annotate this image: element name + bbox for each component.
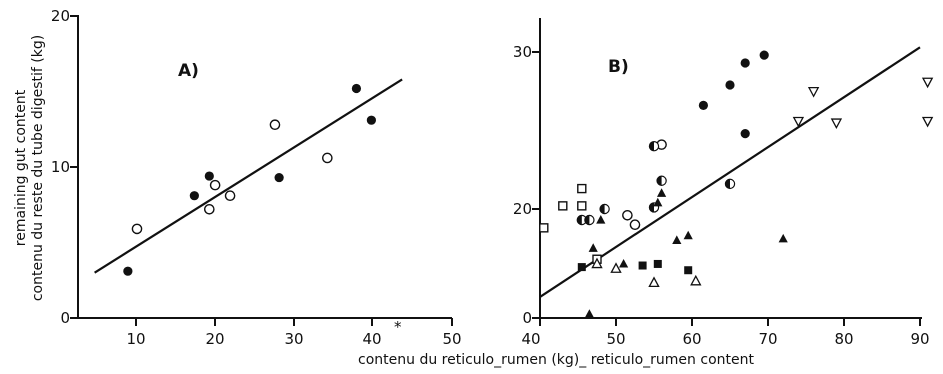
panel-a-plot-area — [94, 78, 403, 276]
panel-b-point-half-circle-5 — [724, 178, 736, 190]
panel-b-x-tick-label-70: 70 — [758, 330, 777, 348]
panel-a-x-tick-label-50: 50 — [442, 330, 461, 348]
panel-b-point-open-triangle-down-4 — [921, 77, 934, 89]
panel-a-x-tick-label-20: 20 — [205, 330, 224, 348]
panel-b-point-filled-triangle-2 — [588, 243, 598, 252]
panel-b-point-filled-circle-5 — [740, 129, 750, 139]
panel-b-point-open-triangle-4 — [690, 274, 702, 286]
panel-b-point-open-triangle-down-2 — [807, 87, 820, 98]
panel-b-point-filled-triangle-5 — [653, 197, 663, 207]
panel-b-y-tick-label-20: 20 — [513, 200, 532, 218]
panel-a-point-filled-circle-5 — [351, 83, 362, 94]
panel-b-regression-line — [539, 46, 921, 298]
panel-a-x-tick-label-30: 30 — [284, 330, 303, 348]
panel-b-x-tick-label-40: 40 — [521, 330, 540, 348]
panel-a-y-tick-label-10: 10 — [51, 158, 70, 176]
panel-a-x-tick-label-10: 10 — [126, 330, 145, 348]
panel-a-regression-line — [94, 78, 403, 274]
panel-a-x-tick-label-40: 40 — [362, 330, 381, 348]
panel-b-point-filled-circle-1 — [698, 100, 709, 110]
panel-b-point-filled-square-1 — [577, 263, 586, 272]
panel-a-label: A) — [178, 61, 199, 81]
panel-a-point-open-circle-5 — [269, 119, 281, 131]
panel-b-point-filled-circle-4 — [759, 50, 769, 60]
panel-b-axes — [532, 18, 922, 326]
panel-b-point-open-square-4 — [577, 201, 587, 211]
panel-b-point-half-circle-6 — [576, 214, 588, 226]
panel-b-point-half-circle-7 — [584, 214, 595, 226]
panel-b-point-half-circle-1 — [648, 140, 660, 152]
panel-b-point-filled-triangle-1 — [584, 309, 594, 318]
panel-a-point-open-circle-1 — [131, 223, 143, 235]
panel-b-point-filled-circle-3 — [740, 58, 750, 68]
panel-b-point-filled-triangle-9 — [778, 233, 788, 243]
panel-a-point-filled-circle-1 — [123, 266, 133, 276]
panel-b-x-tick-label-80: 80 — [834, 330, 853, 348]
panel-a-point-open-circle-4 — [224, 190, 236, 201]
panel-b-point-half-circle-2 — [656, 175, 667, 186]
panel-b-point-open-triangle-3 — [648, 276, 660, 288]
panel-b-point-open-circle-3 — [629, 219, 641, 230]
panel-b-point-filled-triangle-4 — [619, 258, 629, 268]
panel-a-point-open-circle-2 — [204, 203, 215, 215]
panel-b-point-open-triangle-2 — [610, 262, 622, 273]
panel-b-point-filled-circle-2 — [725, 80, 735, 90]
panel-b-point-open-square-2 — [558, 201, 568, 211]
y-axis-label-line-1: remaining gut content — [13, 89, 29, 246]
panel-b-point-filled-square-3 — [653, 259, 662, 268]
panel-b-point-filled-triangle-6 — [657, 188, 667, 197]
panel-a-axes — [70, 15, 453, 326]
panel-b-plot-area — [539, 46, 934, 318]
panel-b-point-open-triangle-1 — [591, 257, 603, 269]
panel-b-x-tick-label-50: 50 — [606, 330, 625, 348]
panel-b-point-half-circle-3 — [648, 202, 660, 213]
y-axis-label-line-2: contenu du reste du tube digestif (kg) — [30, 35, 46, 301]
panel-b-x-tick-label-60: 60 — [682, 330, 701, 348]
panel-b-x-tick-label-90: 90 — [910, 330, 929, 348]
panel-b-point-filled-triangle-8 — [683, 230, 693, 240]
panel-b-point-filled-triangle-3 — [596, 214, 606, 224]
panel-a-point-filled-circle-6 — [366, 115, 376, 125]
panel-a-point-filled-circle-2 — [189, 191, 199, 201]
panel-b-point-filled-square-4 — [684, 266, 693, 275]
panel-b-point-open-square-1 — [539, 223, 549, 233]
panel-a-point-filled-circle-4 — [274, 172, 284, 183]
panel-b-point-open-triangle-down-3 — [830, 118, 843, 130]
stray-mark: * — [394, 318, 402, 336]
panel-b-point-open-triangle-down-5 — [921, 116, 934, 128]
panel-b-point-filled-square-2 — [638, 261, 647, 270]
panel-b-point-open-circle-2 — [622, 209, 633, 221]
panel-b-y-tick-label-0: 0 — [522, 309, 532, 327]
panel-a-point-filled-circle-3 — [204, 171, 214, 181]
panel-b-point-open-triangle-down-1 — [792, 116, 805, 128]
panel-b-point-open-square-3 — [577, 183, 587, 194]
panel-b-point-half-circle-4 — [599, 203, 610, 215]
panel-b-point-filled-triangle-7 — [672, 235, 682, 244]
panel-a-point-open-circle-3 — [209, 179, 221, 191]
x-axis-label: contenu du reticulo_rumen (kg)_ reticulo… — [358, 352, 754, 368]
panel-a-y-tick-label-0: 0 — [60, 309, 70, 327]
panel-a-point-open-circle-6 — [322, 152, 333, 164]
panel-a-y-tick-label-20: 20 — [51, 7, 70, 25]
panel-b-y-tick-label-30: 30 — [513, 43, 532, 61]
panel-b-label: B) — [608, 57, 629, 77]
